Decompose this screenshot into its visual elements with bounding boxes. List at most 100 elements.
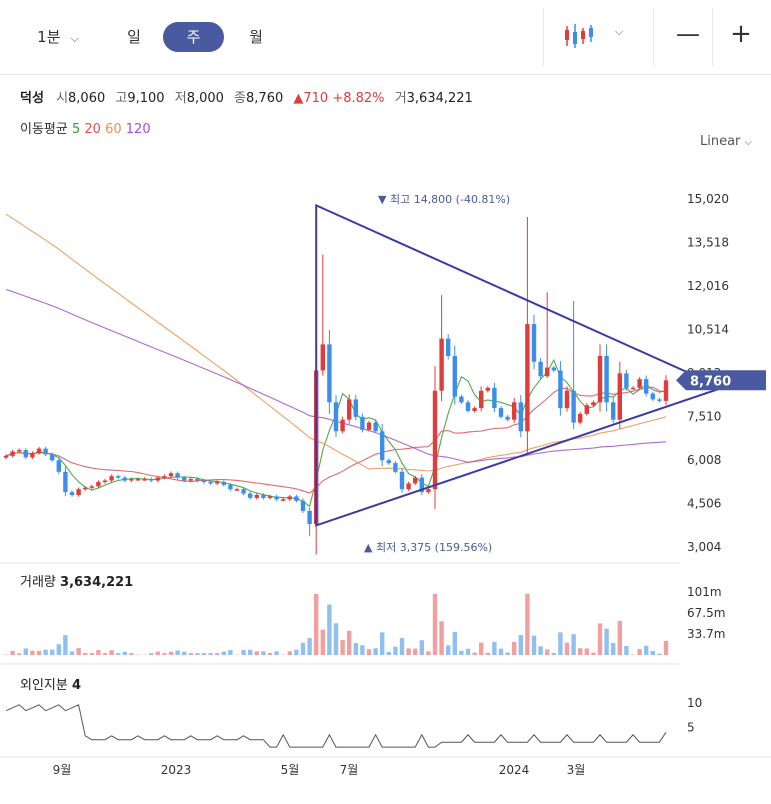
volume-bar	[406, 648, 411, 655]
high-marker: ▼ 최고 14,800 (-40.81%)	[378, 193, 510, 206]
minus-icon[interactable]: —	[676, 20, 700, 48]
x-axis-label: 7월	[340, 763, 359, 777]
candle-body	[281, 499, 286, 501]
volume-tick-label: 67.5m	[687, 606, 725, 620]
candle-body	[446, 338, 451, 356]
candle-body	[413, 477, 418, 484]
volume-bar	[23, 648, 28, 655]
candle-body	[426, 489, 431, 493]
candle-body	[353, 399, 358, 417]
volume-bar	[109, 650, 114, 655]
volume-bar	[102, 653, 108, 655]
volume-value: 3,634,221	[406, 91, 473, 106]
price-tick-label: 13,518	[687, 236, 729, 250]
foreign-panel-value: 4	[71, 678, 82, 693]
candle-body	[320, 344, 325, 371]
tab-week[interactable]: 주	[163, 22, 224, 52]
volume-bar	[353, 643, 358, 655]
volume-bar	[624, 645, 629, 655]
candle-body	[472, 408, 477, 411]
plus-icon[interactable]: +	[730, 19, 752, 49]
triangle-pattern	[315, 203, 725, 527]
candle-body	[69, 492, 75, 495]
foreign-tick-label: 5	[687, 720, 695, 734]
volume-bar	[327, 604, 332, 655]
tab-day[interactable]: 일	[127, 28, 141, 46]
volume-bar	[637, 649, 642, 655]
tab-month[interactable]: 월	[249, 28, 263, 46]
ma-60-label: 60	[105, 122, 122, 137]
chevron-down-icon: ⌵	[744, 137, 753, 148]
current-price-tag	[676, 370, 766, 391]
candle-body	[432, 390, 438, 490]
volume-bar	[188, 653, 193, 655]
chart-type-chevron-icon[interactable]: ⌵	[615, 25, 624, 38]
candle-body	[122, 477, 127, 481]
volume-bar	[50, 649, 55, 655]
volume-bar	[650, 650, 655, 655]
volume-bar	[485, 652, 490, 655]
ma-60-line	[5, 213, 667, 472]
volume-bar	[56, 644, 61, 655]
volume-bar	[518, 635, 523, 655]
candle-body	[89, 486, 94, 488]
volume-bar	[228, 650, 233, 655]
candle-body	[538, 361, 543, 377]
candle-body	[168, 473, 174, 477]
candle-body	[479, 390, 484, 409]
volume-bar	[657, 653, 662, 655]
high-value: 9,100	[127, 91, 165, 106]
candle-body	[300, 500, 306, 511]
volume-bar	[261, 651, 266, 655]
candle-body	[340, 419, 345, 432]
close-label: 종	[234, 91, 247, 106]
volume-bar	[498, 648, 504, 655]
candle-body	[630, 387, 636, 390]
volume-bar	[663, 640, 669, 655]
interval-minute-select[interactable]: 1분 ⌵	[28, 22, 88, 52]
candle-body	[380, 431, 385, 461]
candle-body	[465, 402, 471, 411]
candle-body	[248, 493, 253, 498]
candle-body	[399, 471, 405, 490]
candle-body	[485, 387, 490, 391]
candlestick-icon[interactable]	[563, 22, 595, 50]
foreign-tick-label: 10	[687, 696, 702, 710]
low-value: 8,000	[186, 91, 224, 106]
candle-body	[96, 481, 101, 487]
scale-mode-select[interactable]: Linear ⌵	[700, 134, 752, 149]
candle-body	[142, 479, 147, 481]
candle-body	[294, 496, 299, 501]
candle-body	[393, 463, 398, 472]
x-axis-label: 5월	[281, 763, 300, 777]
candle-body	[267, 496, 273, 498]
high-label: 고	[115, 91, 128, 106]
volume-bar	[201, 653, 207, 655]
divider	[653, 8, 654, 66]
candle-body	[327, 344, 332, 403]
volume-bar	[314, 593, 319, 655]
candle-body	[373, 422, 378, 432]
candle-body	[571, 390, 576, 423]
candle-body	[221, 481, 226, 485]
volume-bar	[307, 638, 312, 655]
change-percent: +8.82%	[332, 91, 385, 106]
candle-body	[637, 379, 642, 388]
volume-label: 거	[394, 91, 407, 106]
divider	[712, 8, 713, 66]
volume-bar	[129, 653, 134, 655]
volume-bar	[287, 651, 292, 655]
candle-body	[545, 367, 550, 377]
volume-bar	[432, 593, 438, 655]
price-tick-label: 3,004	[687, 540, 721, 554]
moving-average-legend[interactable]: 이동평균 5 20 60 120	[20, 118, 151, 137]
volume-tick-label: 33.7m	[687, 627, 725, 641]
candle-body	[584, 405, 589, 414]
open-label: 시	[56, 91, 69, 106]
volume-bar	[162, 653, 167, 655]
candle-body	[564, 390, 570, 409]
volume-bar	[267, 652, 273, 655]
volume-bar	[413, 648, 418, 655]
candle-body	[518, 402, 523, 432]
